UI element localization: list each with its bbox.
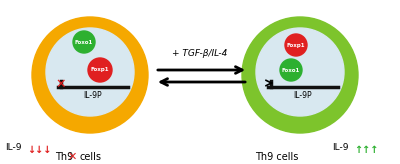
Circle shape	[256, 28, 344, 116]
Text: ✕: ✕	[56, 78, 66, 91]
Text: Th9: Th9	[55, 152, 73, 162]
Text: IL-9: IL-9	[5, 144, 22, 153]
Text: cells: cells	[80, 152, 102, 162]
Text: IL-9P: IL-9P	[84, 91, 102, 100]
Text: IL-9P: IL-9P	[294, 91, 312, 100]
Text: Foxo1: Foxo1	[282, 68, 300, 72]
Circle shape	[46, 28, 134, 116]
Circle shape	[280, 59, 302, 81]
Text: IL-9: IL-9	[332, 144, 348, 153]
Circle shape	[32, 17, 148, 133]
Text: Foxp1: Foxp1	[287, 42, 305, 48]
Circle shape	[285, 34, 307, 56]
Circle shape	[242, 17, 358, 133]
Text: Th9 cells: Th9 cells	[255, 152, 298, 162]
Circle shape	[88, 58, 112, 82]
Text: ↓↓↓: ↓↓↓	[27, 145, 51, 155]
Text: Foxp1: Foxp1	[91, 68, 109, 72]
Circle shape	[73, 31, 95, 53]
Text: + TGF-β/IL-4: + TGF-β/IL-4	[172, 49, 228, 58]
Text: Foxo1: Foxo1	[75, 40, 93, 44]
Text: ✕: ✕	[67, 152, 77, 162]
Text: ↑↑↑: ↑↑↑	[354, 145, 378, 155]
